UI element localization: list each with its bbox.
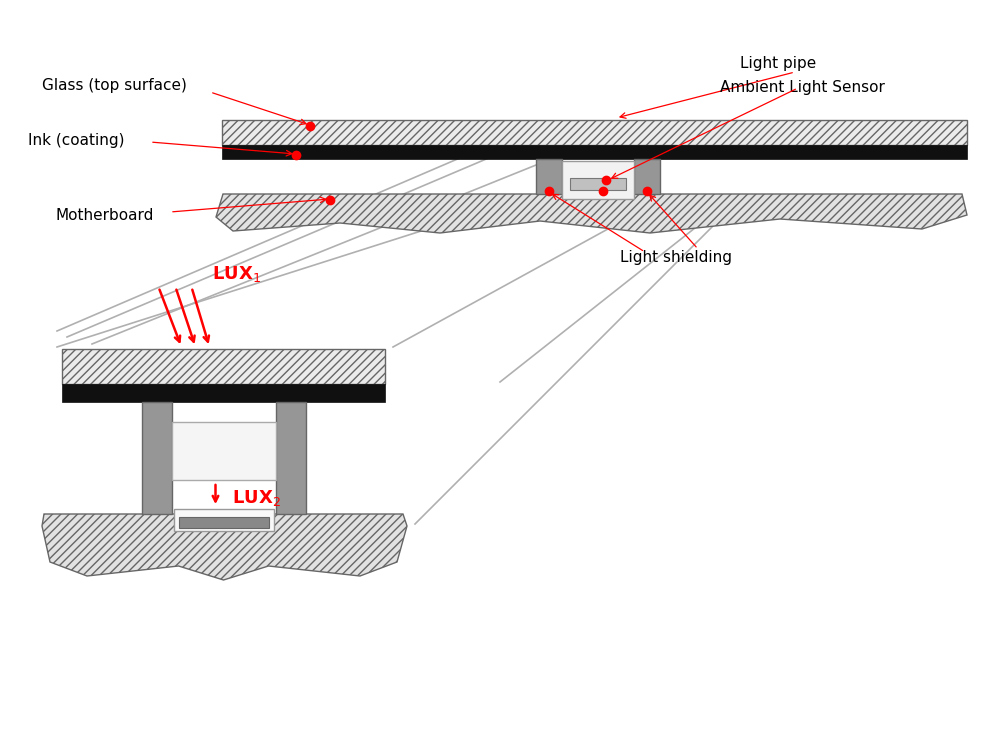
Bar [222, 120, 967, 145]
Text: Light pipe: Light pipe [740, 56, 817, 71]
Bar [62, 349, 385, 384]
Bar [275, 402, 305, 514]
Bar [222, 145, 967, 159]
Text: Ink (coating): Ink (coating) [28, 133, 125, 148]
Text: Ambient Light Sensor: Ambient Light Sensor [720, 80, 885, 95]
Text: Glass (top surface): Glass (top surface) [42, 78, 186, 93]
Text: LUX$_2$: LUX$_2$ [231, 487, 280, 508]
Bar [178, 517, 268, 528]
Bar [171, 422, 275, 480]
Text: Light shielding: Light shielding [620, 250, 732, 265]
Bar [570, 178, 626, 190]
Polygon shape [42, 514, 407, 580]
Polygon shape [216, 194, 967, 233]
Bar [142, 402, 171, 514]
Bar [634, 159, 660, 194]
Bar [562, 161, 634, 199]
Text: Motherboard: Motherboard [55, 208, 154, 223]
Bar [173, 509, 273, 531]
Bar [62, 384, 385, 402]
Text: LUX$_1$: LUX$_1$ [211, 264, 260, 284]
Bar [536, 159, 562, 194]
